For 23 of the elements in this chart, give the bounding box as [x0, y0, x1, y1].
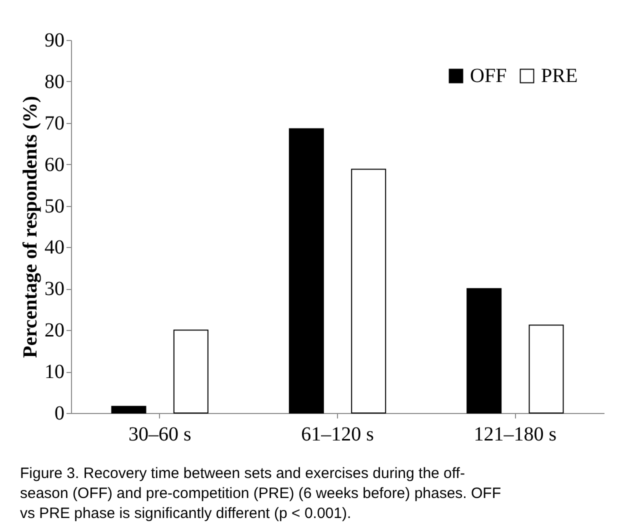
- y-tick-label: 60: [44, 154, 64, 176]
- x-tick-label: 121–180 s: [474, 424, 557, 446]
- y-tick-label: 90: [44, 30, 64, 52]
- legend-label: PRE: [541, 65, 578, 87]
- y-tick-label: 10: [44, 361, 64, 384]
- y-tick-label: 30: [44, 278, 64, 300]
- bar: [288, 128, 324, 414]
- bar: [351, 168, 386, 414]
- x-tick-label: 30–60 s: [128, 424, 192, 446]
- y-axis-title: Percentage of respondents (%): [20, 96, 42, 358]
- bar: [173, 330, 208, 414]
- y-tick-label: 0: [54, 402, 64, 424]
- x-tick-label: 61–120 s: [301, 424, 374, 446]
- y-tick-label: 40: [44, 236, 64, 259]
- y-tick-label: 50: [44, 195, 64, 218]
- y-tick-label: 80: [44, 70, 64, 93]
- y-tick-label: 70: [44, 112, 64, 134]
- y-tick-label: 20: [44, 320, 64, 342]
- bar: [466, 288, 502, 414]
- legend-label: OFF: [470, 65, 507, 87]
- bar: [111, 406, 146, 414]
- bar: [528, 324, 564, 414]
- caption: Figure 3. Recovery time between sets and exercises during the off-season (OFF) and pre-competition (PRE) (6 weeks before) phases. OFF vs PRE phase is significantly different (p < 0.001).: [20, 465, 502, 522]
